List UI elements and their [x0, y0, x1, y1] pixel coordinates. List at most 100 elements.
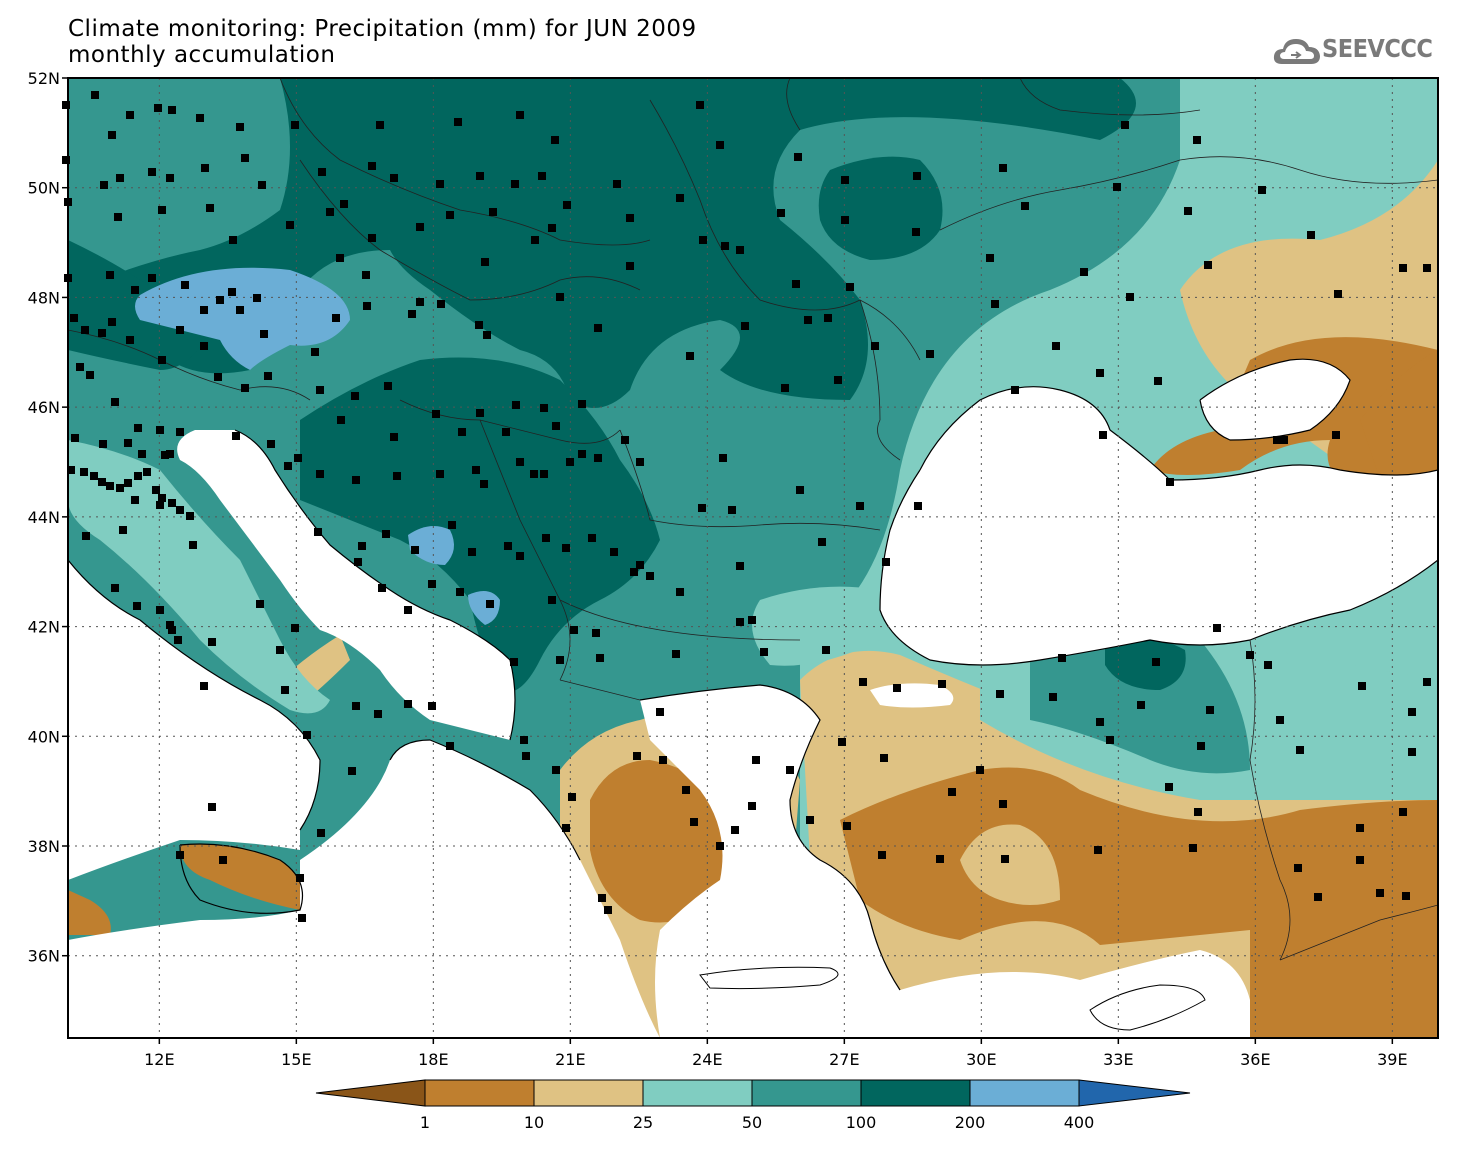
station-marker: [999, 164, 1007, 172]
sea-tyrrhenian: [68, 560, 320, 880]
station-marker: [411, 546, 419, 554]
field-cyprus-gap: [960, 824, 1060, 905]
field-1-10-greece: [590, 760, 730, 923]
station-marker: [481, 258, 489, 266]
station-marker: [166, 450, 174, 458]
station-marker: [796, 486, 804, 494]
station-marker: [236, 306, 244, 314]
station-marker: [594, 454, 602, 462]
station-marker: [134, 472, 142, 480]
station-marker: [736, 618, 744, 626]
station-marker: [690, 818, 698, 826]
station-marker: [1080, 268, 1088, 276]
station-marker: [656, 708, 664, 716]
station-marker: [326, 208, 334, 216]
station-marker: [376, 121, 384, 129]
station-marker: [368, 234, 376, 242]
sea-adriatic: [177, 430, 515, 740]
field-1-10-sicily: [180, 844, 303, 910]
station-marker: [311, 348, 319, 356]
colorbar-label-1: 1: [420, 1113, 430, 1132]
station-marker: [286, 221, 294, 229]
station-marker: [134, 424, 142, 432]
station-marker: [374, 710, 382, 718]
station-marker: [408, 310, 416, 318]
station-marker: [201, 164, 209, 172]
station-marker: [446, 742, 454, 750]
station-marker: [538, 172, 546, 180]
station-marker: [516, 458, 524, 466]
station-marker: [636, 458, 644, 466]
lat-tick-label: 46N: [28, 398, 60, 417]
station-marker: [91, 91, 99, 99]
station-marker: [686, 352, 694, 360]
station-marker: [699, 236, 707, 244]
station-marker: [999, 800, 1007, 808]
station-marker: [548, 596, 556, 604]
station-marker: [241, 384, 249, 392]
field-100-200-core: [100, 78, 1136, 408]
station-marker: [303, 731, 311, 739]
station-marker: [552, 422, 560, 430]
station-marker: [82, 532, 90, 540]
station-marker: [1126, 293, 1134, 301]
station-marker: [566, 458, 574, 466]
station-marker: [189, 541, 197, 549]
cloud-icon: [1273, 39, 1320, 64]
station-marker: [1376, 889, 1384, 897]
station-marker: [281, 686, 289, 694]
station-marker: [108, 131, 116, 139]
station-marker: [510, 658, 518, 666]
lat-tick-label: 48N: [28, 288, 60, 307]
station-marker: [131, 496, 139, 504]
station-marker: [71, 434, 79, 442]
station-marker: [552, 766, 560, 774]
station-marker: [893, 684, 901, 692]
station-marker: [156, 501, 164, 509]
station-marker: [1402, 892, 1410, 900]
station-marker: [502, 428, 510, 436]
station-marker: [352, 702, 360, 710]
station-marker: [340, 200, 348, 208]
field-200-400-bosnia: [408, 526, 454, 565]
station-marker: [1296, 746, 1304, 754]
station-marker: [1356, 856, 1364, 864]
lat-tick-label: 42N: [28, 618, 60, 637]
station-marker: [208, 638, 216, 646]
station-marker: [610, 548, 618, 556]
station-marker: [1294, 864, 1302, 872]
station-markers: [62, 91, 1431, 922]
station-marker: [200, 306, 208, 314]
station-marker: [296, 874, 304, 882]
station-marker: [531, 236, 539, 244]
station-marker: [133, 602, 141, 610]
station-marker: [516, 111, 524, 119]
station-marker: [317, 829, 325, 837]
station-marker: [986, 254, 994, 262]
station-marker: [351, 392, 359, 400]
latitude-labels: 52N 50N 48N 46N 44N 42N 40N 38N 36N: [28, 69, 68, 966]
sea-aegean: [640, 685, 1050, 1038]
station-marker: [258, 181, 266, 189]
station-marker: [1423, 678, 1431, 686]
station-marker: [363, 302, 371, 310]
station-marker: [362, 271, 370, 279]
colorbar-bin-200-400: [969, 1079, 1080, 1107]
station-marker: [138, 450, 146, 458]
station-marker: [563, 201, 571, 209]
field-turkey-peak: [1105, 638, 1186, 690]
station-marker: [253, 294, 261, 302]
colorbar-label-200: 200: [955, 1113, 986, 1132]
station-marker: [1011, 386, 1019, 394]
station-marker: [556, 656, 564, 664]
station-marker: [100, 181, 108, 189]
station-marker: [475, 321, 483, 329]
station-marker: [794, 153, 802, 161]
station-marker: [1280, 436, 1288, 444]
station-marker: [314, 528, 322, 536]
station-marker: [804, 316, 812, 324]
map-title: Climate monitoring: Precipitation (mm) f…: [68, 16, 697, 68]
sea-marmara: [870, 683, 954, 708]
island-crete: [699, 966, 839, 990]
station-marker: [1189, 844, 1197, 852]
